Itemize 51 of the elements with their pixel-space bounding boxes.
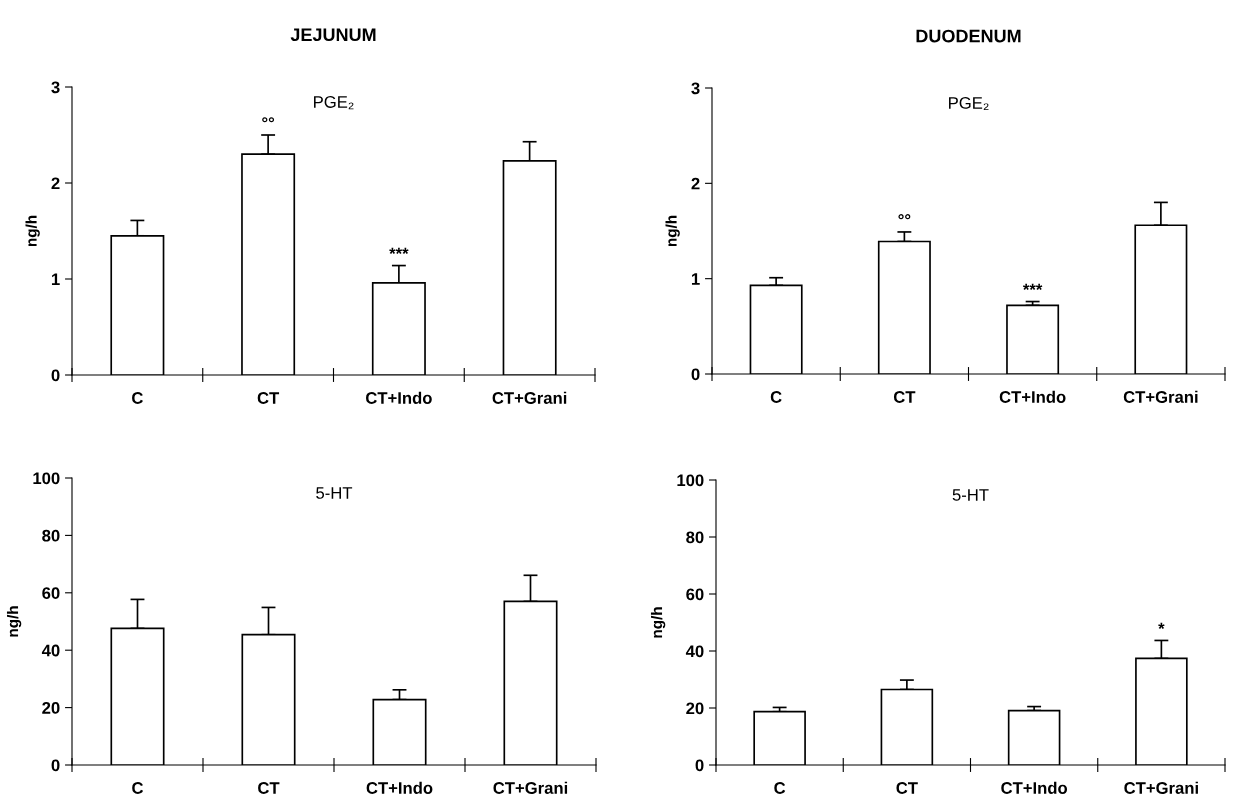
chart-title: JEJUNUM <box>290 28 376 42</box>
y-tick-label: 60 <box>42 587 60 599</box>
annotation: °° <box>898 214 911 220</box>
y-tick-label: 20 <box>686 702 704 715</box>
y-axis-title: ng/h <box>6 606 22 637</box>
y-tick-label: 2 <box>691 177 700 190</box>
x-tick-label: CT+Grani <box>1124 781 1198 794</box>
annotation: °° <box>262 117 275 123</box>
x-tick-label: C <box>132 782 144 794</box>
y-tick-label: 80 <box>42 529 60 542</box>
annotation: * <box>1158 622 1165 629</box>
y-tick-label: 0 <box>51 759 60 772</box>
y-axis-title: ng/h <box>665 215 680 247</box>
y-tick-label: 0 <box>51 369 60 382</box>
x-tick-label: CT <box>257 392 280 404</box>
x-tick-label: CT+Indo <box>999 390 1066 403</box>
annotation: *** <box>1022 283 1043 291</box>
chart-subtitle: PGE₂ <box>314 96 354 110</box>
x-tick-label: C <box>132 392 143 404</box>
y-tick-label: 0 <box>695 759 704 772</box>
y-tick-label: 3 <box>51 81 60 94</box>
x-tick-label: CT+Grani <box>492 391 567 404</box>
x-tick-label: CT <box>893 391 916 403</box>
y-axis-title: ng/h <box>25 215 40 247</box>
x-tick-label: CT+Grani <box>1123 390 1198 403</box>
y-axis-title: ng/h <box>650 607 666 638</box>
x-tick-label: C <box>770 391 782 403</box>
y-tick-label: 40 <box>685 645 704 658</box>
y-tick-label: 2 <box>51 177 60 190</box>
y-tick-label: 1 <box>51 273 60 286</box>
chart-subtitle: 5-HT <box>952 489 989 501</box>
y-tick-label: 100 <box>33 472 60 485</box>
x-tick-label: CT <box>896 782 918 794</box>
y-tick-label: 20 <box>42 702 60 714</box>
y-tick-label: 0 <box>691 368 700 381</box>
y-tick-label: 60 <box>686 588 704 601</box>
annotation: *** <box>389 247 409 255</box>
y-tick-label: 40 <box>41 644 60 657</box>
x-tick-label: CT+Indo <box>1001 781 1068 794</box>
x-tick-label: CT+Grani <box>493 781 568 794</box>
y-tick-label: 1 <box>691 273 700 285</box>
x-tick-label: CT+Indo <box>366 781 433 794</box>
y-tick-label: 3 <box>691 82 700 95</box>
chart-subtitle: PGE₂ <box>949 97 989 111</box>
x-tick-label: CT <box>258 782 280 794</box>
x-tick-label: C <box>774 782 786 794</box>
y-tick-label: 100 <box>677 474 704 487</box>
chart-subtitle: 5-HT <box>316 487 353 499</box>
x-tick-label: CT+Indo <box>366 391 432 404</box>
chart-title: DUODENUM <box>916 29 1021 43</box>
y-tick-label: 80 <box>686 531 704 544</box>
